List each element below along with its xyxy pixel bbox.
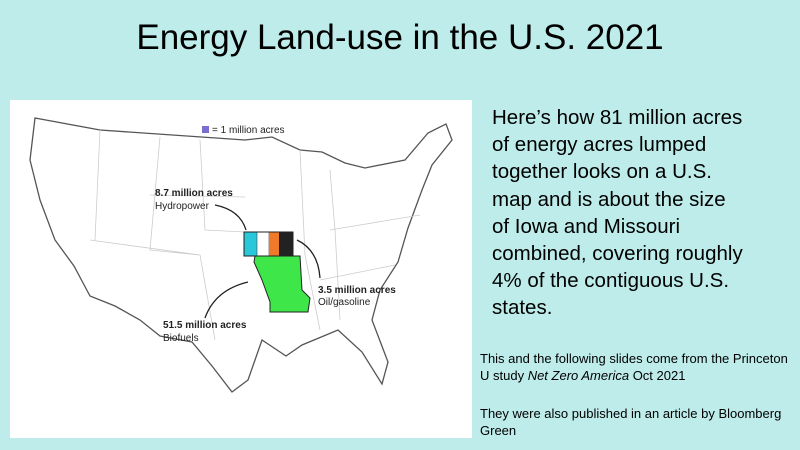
us-outline: [29, 117, 453, 393]
arrow: [214, 204, 247, 231]
label-source: Biofuels: [163, 333, 199, 344]
oil-area: [269, 232, 279, 256]
label-source: Hydropower: [155, 201, 210, 212]
body-line: map and is about the size: [492, 187, 726, 211]
body-text: Here’s how 81 million acres of energy acr…: [492, 104, 792, 322]
arrow: [204, 281, 249, 319]
label-amount: 8.7 million acres: [155, 188, 233, 199]
note-italic: Net Zero America: [527, 368, 630, 383]
body-line: combined, covering roughly: [492, 242, 743, 266]
note-text: Oct 2021: [629, 368, 686, 383]
biofuel-area: [253, 255, 311, 313]
iowa-blank: [256, 231, 270, 257]
body-line: Here’s how 81 million acres: [492, 106, 743, 129]
label-source: Oil/gasoline: [318, 297, 371, 308]
label-amount: 51.5 million acres: [163, 320, 247, 331]
body-line: 4% of the contiguous U.S.: [492, 269, 730, 293]
body-line: of Iowa and Missouri: [492, 214, 681, 238]
map: = 1 million acres 8.7 million acres Hydr…: [29, 117, 453, 393]
note-text: This and the following slides come from …: [480, 351, 788, 383]
slide-title: Energy Land-use in the U.S. 2021: [136, 18, 664, 57]
note: They were also published in an article b…: [480, 405, 790, 439]
note: This and the following slides come from …: [480, 350, 790, 384]
hydro-area: [244, 232, 257, 256]
other-area: [279, 232, 293, 256]
note-text: They were also published in an article b…: [480, 406, 782, 438]
state-borders: [89, 129, 421, 341]
body-line: of energy acres lumped: [492, 133, 707, 157]
arrow: [296, 239, 321, 279]
body-line: together looks on a U.S.: [492, 160, 712, 184]
label-amount: 3.5 million acres: [318, 285, 396, 296]
legend-swatch: [202, 126, 209, 133]
body-line: states.: [492, 296, 553, 320]
legend-text: = 1 million acres: [212, 125, 285, 136]
map-image: = 1 million acres 8.7 million acres Hydr…: [10, 100, 472, 438]
